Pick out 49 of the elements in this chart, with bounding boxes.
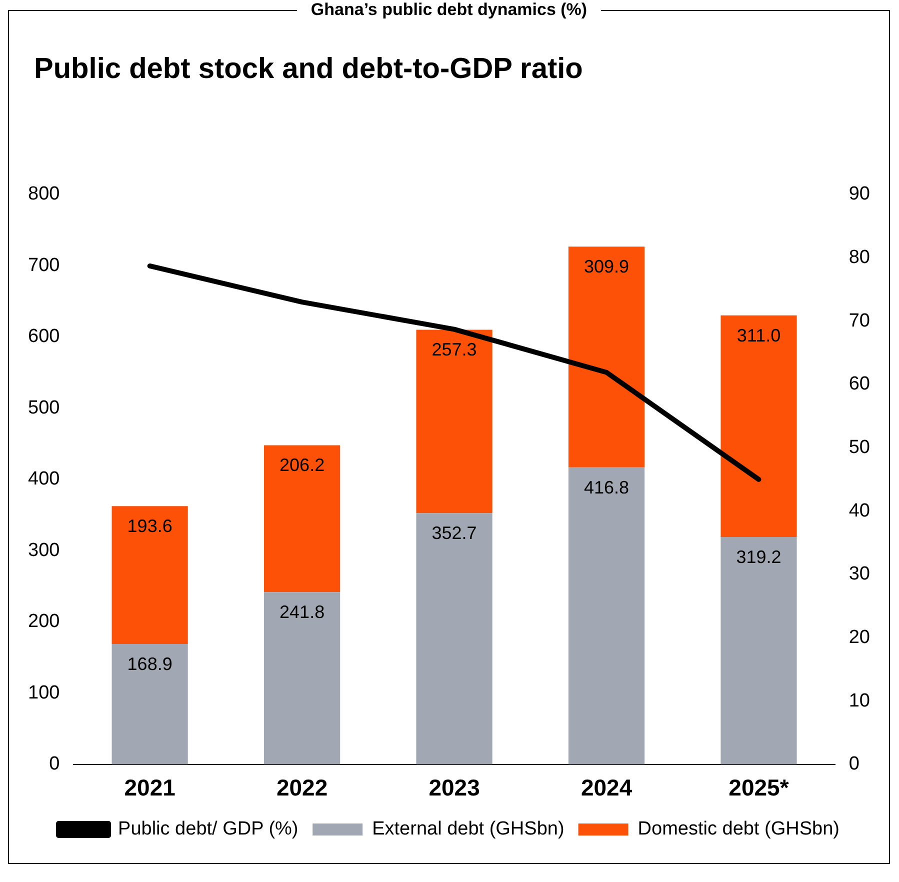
legend-label: External debt (GHSbn) xyxy=(372,818,564,840)
y2-tick-label: 0 xyxy=(848,754,860,775)
bar xyxy=(112,644,188,764)
data-label: 206.2 xyxy=(280,455,325,476)
y2-tick-label: 50 xyxy=(848,436,870,458)
x-tick-label: 2025* xyxy=(728,774,789,801)
data-label: 311.0 xyxy=(736,325,781,346)
x-tick-label: 2023 xyxy=(428,774,480,801)
y2-tick-label: 70 xyxy=(848,310,870,332)
y2-tick-label: 90 xyxy=(848,184,870,205)
y-tick-label: 200 xyxy=(28,611,60,632)
y-tick-label: 100 xyxy=(28,682,60,704)
data-label: 168.9 xyxy=(127,654,172,674)
bar xyxy=(416,330,492,514)
y-tick-label: 400 xyxy=(28,468,60,490)
bar xyxy=(568,246,645,468)
data-label: 416.8 xyxy=(584,477,630,498)
y2-tick-label: 20 xyxy=(848,626,870,648)
bar xyxy=(720,536,797,764)
bar xyxy=(720,315,797,537)
bar xyxy=(416,513,492,764)
y-tick-label: 700 xyxy=(28,254,60,276)
x-tick-label: 2021 xyxy=(124,774,176,801)
y-tick-label: 800 xyxy=(28,184,60,205)
y2-tick-label: 30 xyxy=(848,564,870,585)
data-label: 352.7 xyxy=(432,523,477,544)
bar xyxy=(264,445,340,592)
bar xyxy=(264,592,340,764)
data-label: 309.9 xyxy=(584,256,630,277)
legend-label: Public debt/ GDP (%) xyxy=(118,818,298,840)
y2-tick-label: 40 xyxy=(848,500,870,522)
data-label: 257.3 xyxy=(432,340,477,360)
data-label: 193.6 xyxy=(127,516,172,536)
y-tick-label: 600 xyxy=(28,326,60,348)
y2-tick-label: 60 xyxy=(848,374,870,395)
data-label: 319.2 xyxy=(736,546,782,567)
y-tick-label: 300 xyxy=(28,540,60,561)
x-tick-label: 2024 xyxy=(580,774,632,801)
legend-label: Domestic debt (GHSbn) xyxy=(638,818,840,840)
bar xyxy=(568,467,645,764)
y-tick-label: 500 xyxy=(28,397,60,418)
y2-tick-label: 10 xyxy=(848,690,870,712)
data-label: 241.8 xyxy=(280,602,325,622)
chart-title: Public debt stock and debt-to-GDP ratio xyxy=(34,53,583,86)
y-tick-label: 0 xyxy=(49,754,60,775)
text: Ghana’s public debt dynamics (%) xyxy=(296,0,602,19)
bar xyxy=(112,506,188,644)
x-tick-label: 2022 xyxy=(276,774,328,801)
y2-tick-label: 80 xyxy=(848,246,870,268)
